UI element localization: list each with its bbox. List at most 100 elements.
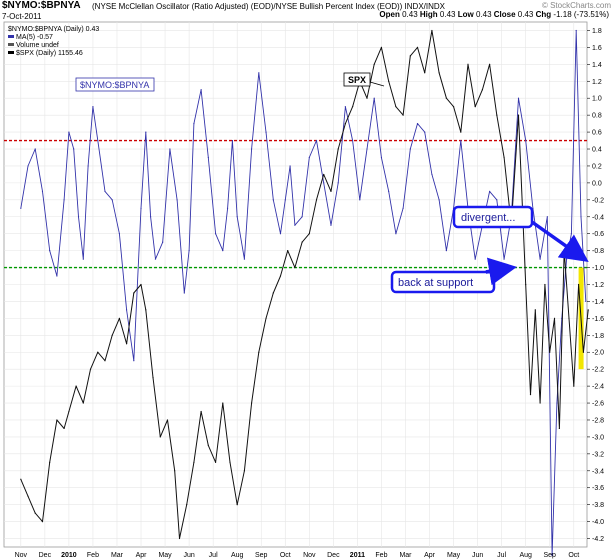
close-value: 0.43 <box>517 10 534 19</box>
y-tick-label: -1.6 <box>592 316 604 323</box>
data-point <box>452 106 455 108</box>
data-point <box>104 190 106 192</box>
data-point <box>258 72 260 74</box>
data-point <box>438 199 440 201</box>
data-point <box>265 317 267 319</box>
data-point <box>503 156 505 159</box>
data-point <box>359 199 361 201</box>
data-point <box>373 63 375 65</box>
legend-swatch-ma <box>8 35 14 38</box>
data-point <box>159 436 161 438</box>
data-point <box>284 199 286 201</box>
chart-title: $NYMO:$BPNYA <box>2 0 81 11</box>
x-tick-label: Mar <box>111 552 124 559</box>
y-tick-label: 1.6 <box>592 45 602 52</box>
chart-subtitle: (NYSE McClellan Oscillator (Ratio Adjust… <box>92 2 445 11</box>
y-tick-label: -1.8 <box>592 333 604 340</box>
data-point <box>214 461 217 463</box>
data-point <box>222 402 224 404</box>
y-tick-label: -4.0 <box>592 519 604 526</box>
data-point <box>154 258 157 260</box>
y-tick-label: -3.0 <box>592 434 604 441</box>
data-point <box>118 233 120 235</box>
data-point <box>140 207 142 209</box>
y-tick-label: 0.0 <box>592 180 602 187</box>
x-tick-label: Oct <box>568 552 579 559</box>
data-point <box>573 385 575 387</box>
x-tick-label: Mar <box>399 552 412 559</box>
stockcharts-watermark: © StockCharts.com <box>541 1 611 10</box>
y-tick-label: 1.2 <box>592 79 602 86</box>
gridlines <box>4 22 587 547</box>
data-point <box>111 334 113 336</box>
data-point <box>265 131 267 133</box>
x-tick-label: Aug <box>231 552 244 559</box>
data-point <box>544 283 546 286</box>
x-tick-label: Jul <box>497 552 506 559</box>
data-point <box>577 283 580 286</box>
data-point <box>87 165 89 167</box>
data-point <box>20 478 22 480</box>
spx-label-callout: SPX <box>343 72 385 87</box>
data-point <box>416 123 419 125</box>
y-tick-label: -2.4 <box>592 384 604 391</box>
legend-item-volume: Volume undef <box>16 42 59 49</box>
low-value: 0.43 <box>475 10 492 19</box>
data-point <box>388 190 390 192</box>
data-point <box>402 114 404 116</box>
x-tick-label: Sep <box>544 552 557 559</box>
data-point <box>315 199 318 201</box>
data-point <box>503 258 505 260</box>
data-point <box>351 139 354 142</box>
y-tick-label: -3.6 <box>592 485 604 492</box>
y-tick-label: -2.0 <box>592 350 604 357</box>
data-point <box>82 258 84 260</box>
data-point <box>111 199 113 201</box>
x-tick-label: Nov <box>303 552 316 559</box>
data-point <box>279 233 282 235</box>
data-point <box>563 250 565 252</box>
data-point <box>395 233 397 235</box>
spx-label-box <box>343 72 371 87</box>
data-point <box>174 470 176 472</box>
support-arrow <box>485 257 517 286</box>
data-point <box>556 402 558 404</box>
data-point <box>27 165 29 167</box>
open-value: 0.43 <box>402 10 418 19</box>
y-tick-label: -0.4 <box>592 214 604 221</box>
divergent-arrow <box>530 220 589 263</box>
y-tick-label: 1.8 <box>592 28 602 35</box>
series-line <box>20 30 587 556</box>
data-point <box>243 470 246 472</box>
data-point <box>373 97 375 99</box>
chg-value: -1.18 (-73.51%) <box>553 10 609 19</box>
x-tick-label: 2010 <box>61 552 77 559</box>
data-point <box>193 123 195 125</box>
low-label: Low <box>457 10 474 19</box>
data-point <box>34 512 36 514</box>
data-point <box>580 216 582 218</box>
data-point <box>551 554 553 557</box>
x-tick-label: Sep <box>255 552 268 559</box>
data-point <box>409 55 411 57</box>
data-point <box>294 224 296 226</box>
y-tick-label: -2.8 <box>592 417 604 424</box>
data-point <box>200 410 202 413</box>
data-point <box>431 173 433 176</box>
data-point <box>68 131 70 133</box>
data-point <box>575 29 577 32</box>
data-point <box>565 258 568 260</box>
data-point <box>289 165 291 167</box>
data-point <box>496 199 498 201</box>
y-tick-label: -1.2 <box>592 282 604 289</box>
data-point <box>330 190 332 192</box>
data-point <box>481 89 484 91</box>
data-point <box>272 292 274 294</box>
nymo-label-text: $NYMO:$BPNYA <box>80 80 149 90</box>
data-point <box>344 123 346 125</box>
data-point <box>330 224 332 226</box>
chart-header: $NYMO:$BPNYA (NYSE McClellan Oscillator … <box>0 0 615 30</box>
data-point <box>496 114 498 116</box>
data-point <box>489 190 491 192</box>
